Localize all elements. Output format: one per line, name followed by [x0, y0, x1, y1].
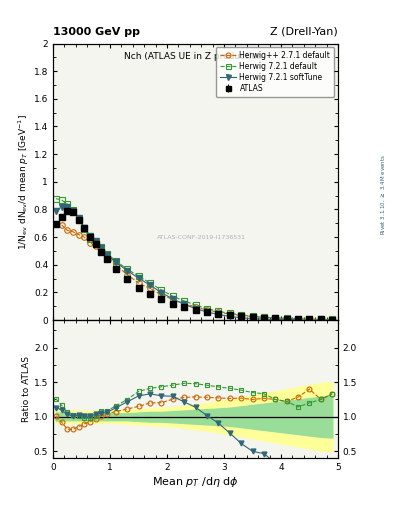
- Herwig 7.2.1 default: [59, 197, 64, 203]
- Herwig++ 2.7.1 default: [159, 292, 164, 298]
- Y-axis label: 1/N$_{\mathregular{ev}}$ dN$_{\mathregular{ev}}$/d mean $p_T$ [GeV$^{-1}$]: 1/N$_{\mathregular{ev}}$ dN$_{\mathregul…: [17, 114, 31, 250]
- Herwig++ 2.7.1 default: [319, 316, 323, 323]
- Herwig 7.2.1 softTune: [65, 204, 70, 210]
- Herwig 7.2.1 softTune: [296, 316, 301, 323]
- Herwig 7.2.1 default: [136, 273, 141, 279]
- Herwig 7.2.1 default: [94, 240, 98, 246]
- Herwig++ 2.7.1 default: [71, 229, 75, 235]
- Herwig++ 2.7.1 default: [171, 296, 175, 303]
- Herwig 7.2.1 softTune: [105, 252, 110, 259]
- Text: ATLAS-CONF-2019-I1736531: ATLAS-CONF-2019-I1736531: [157, 234, 246, 240]
- Herwig 7.2.1 softTune: [159, 290, 164, 296]
- Herwig++ 2.7.1 default: [88, 240, 92, 246]
- Herwig++ 2.7.1 default: [250, 313, 255, 319]
- Line: Herwig++ 2.7.1 default: Herwig++ 2.7.1 default: [53, 221, 335, 322]
- Herwig++ 2.7.1 default: [228, 311, 232, 317]
- Text: Nch (ATLAS UE in Z production): Nch (ATLAS UE in Z production): [125, 52, 266, 61]
- Herwig 7.2.1 softTune: [285, 316, 289, 323]
- Herwig++ 2.7.1 default: [285, 315, 289, 322]
- Line: Herwig 7.2.1 softTune: Herwig 7.2.1 softTune: [53, 204, 301, 323]
- Herwig++ 2.7.1 default: [182, 301, 187, 307]
- Herwig 7.2.1 default: [193, 302, 198, 308]
- Herwig 7.2.1 softTune: [216, 311, 221, 317]
- Herwig 7.2.1 softTune: [82, 225, 87, 231]
- Herwig 7.2.1 default: [105, 251, 110, 257]
- Herwig 7.2.1 softTune: [53, 208, 58, 214]
- Herwig 7.2.1 softTune: [262, 316, 266, 322]
- Herwig++ 2.7.1 default: [307, 316, 312, 322]
- Herwig 7.2.1 default: [148, 280, 152, 286]
- Herwig 7.2.1 default: [171, 293, 175, 300]
- Herwig 7.2.1 softTune: [239, 315, 244, 321]
- Herwig 7.2.1 softTune: [136, 275, 141, 281]
- Herwig 7.2.1 softTune: [71, 208, 75, 214]
- Herwig++ 2.7.1 default: [193, 304, 198, 310]
- Text: Rivet 3.1.10, $\geq$ 3.4M events: Rivet 3.1.10, $\geq$ 3.4M events: [379, 154, 387, 235]
- Y-axis label: Ratio to ATLAS: Ratio to ATLAS: [22, 356, 31, 422]
- Herwig 7.2.1 softTune: [114, 259, 118, 265]
- Herwig 7.2.1 softTune: [76, 215, 81, 221]
- Herwig 7.2.1 softTune: [228, 313, 232, 319]
- Herwig 7.2.1 default: [330, 316, 335, 323]
- Herwig 7.2.1 default: [262, 314, 266, 321]
- Herwig++ 2.7.1 default: [330, 316, 335, 323]
- Herwig++ 2.7.1 default: [59, 222, 64, 228]
- Herwig++ 2.7.1 default: [125, 271, 130, 278]
- Herwig++ 2.7.1 default: [273, 315, 278, 321]
- Herwig 7.2.1 softTune: [205, 309, 209, 315]
- Text: 13000 GeV pp: 13000 GeV pp: [53, 27, 140, 37]
- Herwig++ 2.7.1 default: [239, 312, 244, 318]
- Herwig 7.2.1 default: [228, 310, 232, 316]
- Herwig 7.2.1 default: [114, 258, 118, 264]
- Herwig 7.2.1 default: [53, 196, 58, 202]
- Herwig 7.2.1 default: [319, 316, 323, 323]
- Herwig 7.2.1 softTune: [125, 267, 130, 273]
- Herwig++ 2.7.1 default: [53, 221, 58, 227]
- Herwig++ 2.7.1 default: [148, 285, 152, 291]
- Herwig 7.2.1 default: [273, 315, 278, 321]
- Herwig 7.2.1 softTune: [182, 301, 187, 307]
- Herwig++ 2.7.1 default: [216, 309, 221, 315]
- Herwig 7.2.1 default: [71, 207, 75, 213]
- Herwig++ 2.7.1 default: [262, 314, 266, 321]
- Herwig++ 2.7.1 default: [82, 234, 87, 241]
- Herwig 7.2.1 softTune: [59, 204, 64, 210]
- Legend: Herwig++ 2.7.1 default, Herwig 7.2.1 default, Herwig 7.2.1 softTune, ATLAS: Herwig++ 2.7.1 default, Herwig 7.2.1 def…: [216, 47, 334, 97]
- Herwig 7.2.1 default: [182, 298, 187, 304]
- Herwig++ 2.7.1 default: [94, 243, 98, 249]
- Herwig++ 2.7.1 default: [99, 248, 104, 254]
- Herwig 7.2.1 softTune: [171, 296, 175, 302]
- Herwig 7.2.1 default: [296, 316, 301, 322]
- Herwig 7.2.1 softTune: [148, 282, 152, 288]
- X-axis label: Mean $p_T$ /d$\eta$ d$\phi$: Mean $p_T$ /d$\eta$ d$\phi$: [152, 475, 239, 489]
- Herwig 7.2.1 softTune: [273, 316, 278, 323]
- Herwig++ 2.7.1 default: [205, 307, 209, 313]
- Herwig 7.2.1 default: [82, 226, 87, 232]
- Herwig++ 2.7.1 default: [296, 316, 301, 322]
- Herwig++ 2.7.1 default: [65, 227, 70, 233]
- Herwig 7.2.1 default: [285, 315, 289, 322]
- Herwig 7.2.1 default: [205, 306, 209, 312]
- Herwig 7.2.1 default: [99, 244, 104, 250]
- Herwig 7.2.1 softTune: [99, 245, 104, 251]
- Herwig 7.2.1 default: [239, 312, 244, 318]
- Herwig 7.2.1 default: [216, 308, 221, 314]
- Herwig++ 2.7.1 default: [76, 231, 81, 238]
- Herwig 7.2.1 default: [65, 201, 70, 207]
- Herwig 7.2.1 softTune: [88, 233, 92, 239]
- Herwig 7.2.1 default: [307, 316, 312, 322]
- Herwig 7.2.1 default: [88, 236, 92, 242]
- Text: Z (Drell-Yan): Z (Drell-Yan): [270, 27, 338, 37]
- Herwig 7.2.1 softTune: [94, 239, 98, 245]
- Herwig 7.2.1 softTune: [250, 315, 255, 322]
- Herwig 7.2.1 default: [76, 216, 81, 222]
- Herwig++ 2.7.1 default: [114, 262, 118, 268]
- Herwig 7.2.1 default: [125, 266, 130, 272]
- Herwig++ 2.7.1 default: [136, 280, 141, 286]
- Herwig 7.2.1 softTune: [193, 306, 198, 312]
- Herwig 7.2.1 default: [250, 313, 255, 319]
- Herwig 7.2.1 default: [159, 287, 164, 293]
- Line: Herwig 7.2.1 default: Herwig 7.2.1 default: [53, 196, 335, 322]
- Herwig++ 2.7.1 default: [105, 253, 110, 260]
